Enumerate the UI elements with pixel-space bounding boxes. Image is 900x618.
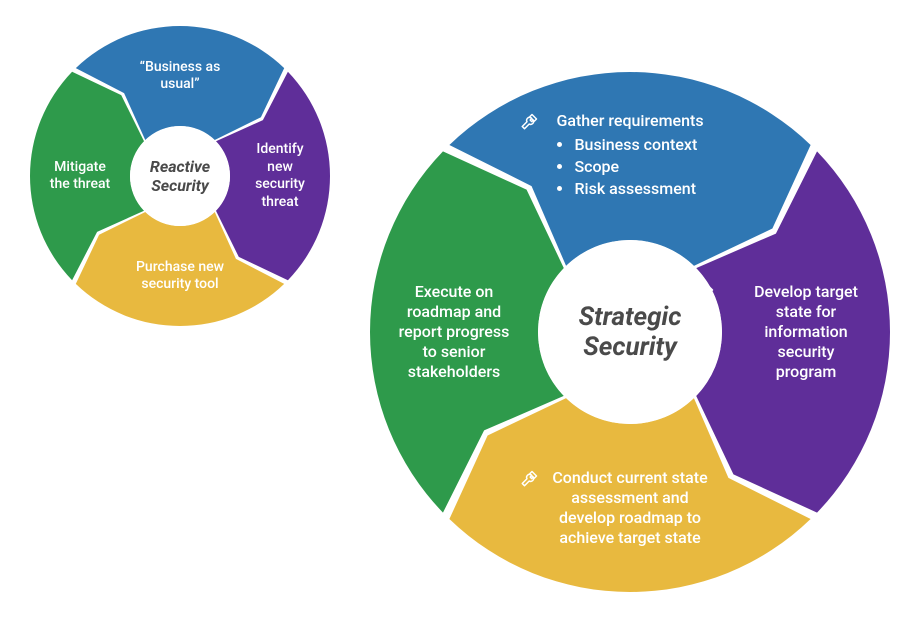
strategic-segment-1-label: Develop target state for information sec… <box>696 282 900 382</box>
reactive-segment-1-label: Identify new security threat <box>200 141 360 211</box>
strategic-center-label: Strategic Security <box>538 240 722 424</box>
strategic-segment-2-label: Conduct current state assessment and dev… <box>520 468 740 548</box>
strategic-segment-0-label: Gather requirementsBusiness contextScope… <box>520 111 740 201</box>
reactive-segment-2-label: Purchase new security tool <box>100 259 260 294</box>
strategic-segment-3-label: Execute on roadmap and report progress t… <box>344 282 564 382</box>
strategic-cycle: Strategic Security Gather requirementsBu… <box>360 62 900 602</box>
reactive-segment-0-label: “Business as usual” <box>100 59 260 94</box>
reactive-segment-3-label: Mitigate the threat <box>0 159 160 194</box>
reactive-cycle: Reactive Security“Business as usual”Iden… <box>20 16 340 336</box>
